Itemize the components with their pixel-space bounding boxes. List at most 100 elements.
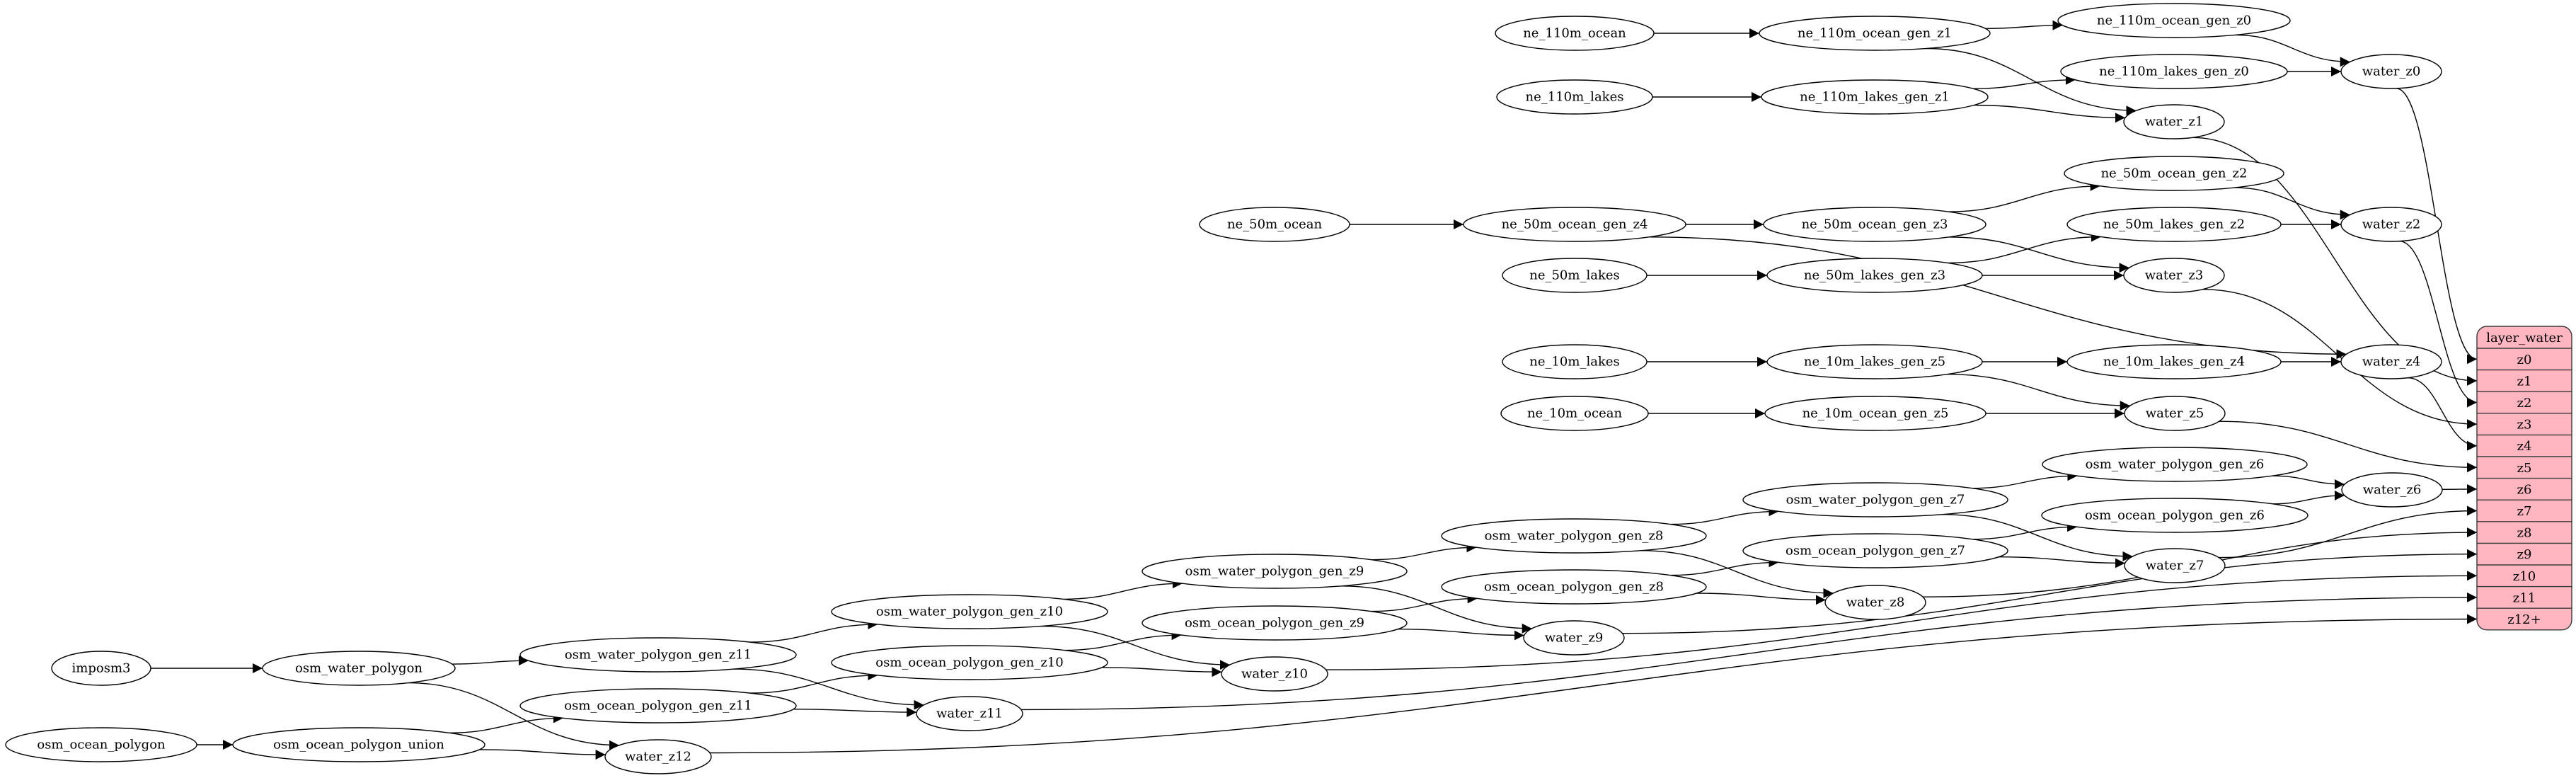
node-water-z8[interactable]: water_z8	[1824, 585, 1926, 620]
node-water-z11[interactable]: water_z11	[916, 696, 1023, 731]
node-ne-110m-ocean-gen-z1[interactable]: ne_110m_ocean_gen_z1	[1759, 16, 1991, 51]
node-ellipse	[1199, 207, 1350, 242]
node-ne-110m-lakes-gen-z0[interactable]: ne_110m_lakes_gen_z0	[2060, 54, 2288, 89]
node-water-z0[interactable]: water_z0	[2340, 54, 2442, 89]
node-ellipse	[1766, 344, 1983, 379]
node-osm-ocean-polygon[interactable]: osm_ocean_polygon	[5, 727, 197, 762]
node-label: osm_water_polygon_gen_z9	[1185, 564, 1364, 579]
edges-layer	[151, 20, 2478, 760]
node-label: ne_110m_lakes_gen_z0	[2099, 64, 2249, 79]
node-label: osm_water_polygon_gen_z6	[2086, 457, 2265, 472]
node-ellipse	[1495, 16, 1655, 51]
node-osm-ocean-polygon-gen-z8[interactable]: osm_ocean_polygon_gen_z8	[1441, 569, 1707, 605]
node-water-z3[interactable]: water_z3	[2123, 258, 2225, 293]
node-ne-110m-ocean-gen-z0[interactable]: ne_110m_ocean_gen_z0	[2057, 3, 2291, 38]
node-ne-50m-lakes-gen-z2[interactable]: ne_50m_lakes_gen_z2	[2066, 207, 2282, 242]
node-water-z2[interactable]: water_z2	[2340, 207, 2442, 242]
node-ne-10m-ocean-gen-z5[interactable]: ne_10m_ocean_gen_z5	[1764, 396, 1986, 431]
node-ellipse	[2124, 548, 2226, 583]
edge-osm-water-polygon-gen-z10-to-osm-water-polygon-gen-z9	[1063, 578, 1183, 600]
node-ne-10m-lakes-gen-z5[interactable]: ne_10m_lakes_gen_z5	[1766, 344, 1983, 379]
node-label: osm_ocean_polygon_union	[273, 738, 444, 753]
edge-ne-50m-ocean-gen-z2-to-water-z2	[2234, 187, 2350, 220]
node-ne-50m-lakes[interactable]: ne_50m_lakes	[1502, 258, 1648, 293]
node-osm-water-polygon[interactable]: osm_water_polygon	[262, 651, 456, 686]
node-ne-10m-lakes[interactable]: ne_10m_lakes	[1502, 344, 1648, 379]
edge-osm-ocean-polygon-gen-z8-to-osm-ocean-polygon-gen-z7	[1670, 557, 1779, 576]
table-row-z2[interactable]: z2	[2517, 396, 2532, 411]
table-row-z11[interactable]: z11	[2513, 590, 2536, 605]
node-osm-water-polygon-gen-z8[interactable]: osm_water_polygon_gen_z8	[1441, 518, 1707, 554]
node-ne-110m-ocean[interactable]: ne_110m_ocean	[1495, 16, 1655, 51]
edge-osm-ocean-polygon-gen-z6-to-water-z6	[2272, 490, 2345, 505]
node-water-z1[interactable]: water_z1	[2123, 104, 2225, 139]
node-osm-ocean-polygon-gen-z11[interactable]: osm_ocean_polygon_gen_z11	[519, 688, 797, 723]
node-ellipse	[1759, 16, 1991, 51]
node-water-z12[interactable]: water_z12	[604, 739, 712, 774]
edge-water-z3-to-layer-water-z3	[2202, 289, 2478, 430]
table-row-z5[interactable]: z5	[2517, 461, 2532, 476]
node-water-z9[interactable]: water_z9	[1523, 620, 1625, 656]
node-ellipse	[604, 739, 712, 774]
node-ellipse	[5, 727, 197, 762]
node-ellipse	[232, 727, 485, 762]
node-ne-50m-ocean-gen-z4[interactable]: ne_50m_ocean_gen_z4	[1463, 207, 1686, 242]
node-ne-110m-lakes[interactable]: ne_110m_lakes	[1496, 79, 1653, 115]
node-water-z6[interactable]: water_z6	[2341, 472, 2443, 508]
node-osm-ocean-polygon-union[interactable]: osm_ocean_polygon_union	[232, 727, 485, 762]
node-label: water_z11	[936, 707, 1003, 721]
edge-ne-110m-ocean-gen-z1-to-ne-110m-ocean-gen-z0	[1985, 20, 2063, 30]
table-row-z1[interactable]: z1	[2517, 374, 2532, 389]
node-ne-10m-lakes-gen-z4[interactable]: ne_10m_lakes_gen_z4	[2066, 344, 2282, 379]
node-osm-water-polygon-gen-z7[interactable]: osm_water_polygon_gen_z7	[1742, 482, 2008, 517]
table-row-z8[interactable]: z8	[2517, 526, 2532, 541]
node-ne-50m-ocean[interactable]: ne_50m_ocean	[1199, 207, 1350, 242]
node-label: osm_water_polygon_gen_z10	[876, 605, 1063, 619]
node-osm-water-polygon-gen-z6[interactable]: osm_water_polygon_gen_z6	[2042, 447, 2308, 482]
edge-osm-water-polygon-gen-z11-to-water-z11	[733, 668, 924, 710]
node-ne-10m-ocean[interactable]: ne_10m_ocean	[1500, 396, 1649, 431]
node-ne-50m-ocean-gen-z3[interactable]: ne_50m_ocean_gen_z3	[1763, 207, 1986, 242]
node-label: osm_ocean_polygon_gen_z11	[564, 699, 752, 714]
edge-water-z4-to-layer-water-z4	[2408, 377, 2478, 451]
node-osm-ocean-polygon-gen-z7[interactable]: osm_ocean_polygon_gen_z7	[1742, 533, 2008, 568]
node-ellipse	[1221, 656, 1328, 692]
node-label: osm_ocean_polygon_gen_z10	[875, 656, 1063, 670]
node-osm-water-polygon-gen-z9[interactable]: osm_water_polygon_gen_z9	[1142, 554, 1408, 589]
table-row-z12-plus[interactable]: z12+	[2507, 612, 2541, 627]
node-ellipse	[2341, 472, 2443, 508]
edge-water-z5-to-layer-water-z5	[2219, 421, 2478, 473]
edge-osm-ocean-polygon-gen-z11-to-osm-ocean-polygon-gen-z10	[749, 670, 878, 694]
nodes-layer: ne_110m_ocean ne_110m_ocean_gen_z1 ne_110m…	[5, 3, 2443, 774]
node-ellipse	[1502, 258, 1648, 293]
table-row-z6[interactable]: z6	[2517, 482, 2532, 497]
table-row-z0[interactable]: z0	[2517, 353, 2532, 367]
node-osm-water-polygon-gen-z11[interactable]: osm_water_polygon_gen_z11	[519, 637, 797, 673]
node-osm-ocean-polygon-gen-z6[interactable]: osm_ocean_polygon_gen_z6	[2041, 498, 2308, 533]
table-row-z7[interactable]: z7	[2517, 504, 2532, 519]
table-row-z9[interactable]: z9	[2517, 547, 2532, 562]
node-label: osm_ocean_polygon	[37, 738, 166, 753]
node-water-z7[interactable]: water_z7	[2124, 548, 2226, 583]
node-ne-50m-ocean-gen-z2[interactable]: ne_50m_ocean_gen_z2	[2064, 156, 2284, 191]
node-ne-50m-lakes-gen-z3[interactable]: ne_50m_lakes_gen_z3	[1766, 258, 1983, 293]
table-row-z10[interactable]: z10	[2513, 569, 2536, 584]
node-ne-110m-lakes-gen-z1[interactable]: ne_110m_lakes_gen_z1	[1761, 79, 1989, 115]
node-ellipse	[1463, 207, 1686, 242]
table-row-z4[interactable]: z4	[2517, 439, 2532, 454]
edge-ne-10m-lakes-gen-z5-to-water-z5	[1947, 374, 2130, 411]
node-ellipse	[262, 651, 456, 686]
edge-water-z11-to-layer-water-z11	[1020, 592, 2478, 711]
node-osm-ocean-polygon-gen-z10[interactable]: osm_ocean_polygon_gen_z10	[831, 645, 1108, 680]
node-water-z5[interactable]: water_z5	[2124, 396, 2226, 431]
node-water-z10[interactable]: water_z10	[1221, 656, 1328, 692]
node-water-z4[interactable]: water_z4	[2340, 344, 2442, 379]
edge-ne-50m-ocean-gen-z3-to-water-z3	[1948, 236, 2129, 273]
edge-ne-110m-lakes-gen-z1-to-water-z1	[1974, 104, 2126, 123]
node-label: ne_10m_ocean_gen_z5	[1802, 406, 1949, 421]
node-osm-water-polygon-gen-z10[interactable]: osm_water_polygon_gen_z10	[831, 594, 1108, 629]
node-imposm3[interactable]: imposm3	[51, 651, 151, 686]
table-row-z3[interactable]: z3	[2517, 418, 2532, 433]
node-osm-ocean-polygon-gen-z9[interactable]: osm_ocean_polygon_gen_z9	[1142, 605, 1408, 641]
